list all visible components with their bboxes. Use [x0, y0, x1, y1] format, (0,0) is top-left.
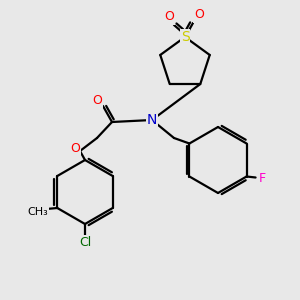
Text: S: S [181, 30, 189, 44]
Text: CH₃: CH₃ [27, 207, 48, 217]
Text: F: F [259, 172, 266, 185]
Text: O: O [164, 11, 174, 23]
Text: O: O [70, 142, 80, 155]
Text: O: O [194, 8, 204, 22]
Text: N: N [147, 113, 157, 127]
Text: Cl: Cl [79, 236, 91, 248]
Text: O: O [92, 94, 102, 107]
